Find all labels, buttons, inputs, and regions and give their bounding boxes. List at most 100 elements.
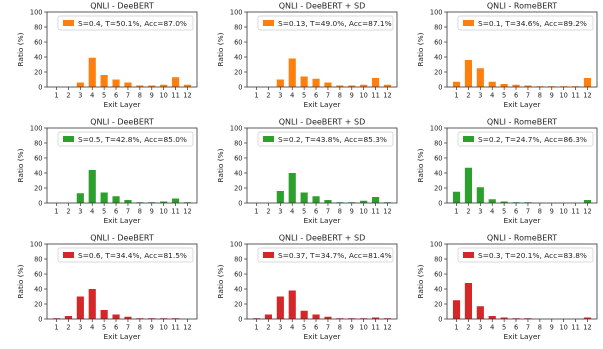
bar-10 [160, 201, 168, 203]
plot-frame [446, 243, 598, 320]
bar-4 [288, 58, 296, 87]
y-axis-label: Ratio (%) [216, 148, 225, 182]
y-tick-label: 0 [38, 315, 42, 323]
legend-box [57, 15, 194, 31]
y-tick-label: 20 [34, 300, 42, 308]
bar-6 [312, 314, 320, 319]
x-tick-label: 2 [66, 324, 70, 332]
x-tick-label: 11 [371, 324, 379, 332]
x-tick-label: 1 [54, 92, 58, 100]
bar-6 [312, 78, 320, 87]
x-tick-label: 3 [278, 324, 282, 332]
x-tick-label: 8 [138, 208, 142, 216]
y-tick-label: 20 [434, 184, 442, 192]
x-tick-label: 10 [159, 92, 167, 100]
x-tick-label: 11 [571, 324, 579, 332]
x-tick-label: 1 [454, 208, 458, 216]
y-tick-label: 80 [34, 23, 42, 31]
x-tick-label: 7 [126, 92, 130, 100]
x-tick-label: 1 [254, 208, 258, 216]
chart-title: QNLI - DeeBERT [90, 2, 154, 11]
x-tick-label: 12 [183, 324, 191, 332]
y-tick-label: 100 [430, 8, 443, 16]
x-tick-label: 8 [338, 208, 342, 216]
bar-5 [100, 192, 108, 203]
y-axis-label: Ratio (%) [16, 264, 25, 298]
bar-9 [348, 85, 356, 87]
x-tick-label: 10 [359, 92, 367, 100]
x-tick-label: 10 [559, 324, 567, 332]
y-tick-label: 100 [30, 240, 43, 248]
y-tick-label: 80 [34, 139, 42, 147]
y-tick-label: 40 [434, 285, 442, 293]
y-tick-label: 0 [238, 83, 242, 91]
x-tick-label: 11 [371, 92, 379, 100]
x-tick-label: 6 [114, 92, 118, 100]
bar-6 [512, 84, 520, 87]
y-axis-label: Ratio (%) [216, 32, 225, 66]
x-tick-label: 7 [526, 208, 530, 216]
x-tick-label: 11 [171, 208, 179, 216]
y-axis-label: Ratio (%) [416, 264, 425, 298]
legend-box [457, 131, 594, 147]
x-tick-label: 12 [383, 208, 391, 216]
legend-swatch [463, 136, 474, 142]
x-tick-label: 9 [350, 208, 354, 216]
bar-7 [324, 316, 332, 319]
x-tick-label: 1 [454, 92, 458, 100]
y-tick-label: 40 [434, 169, 442, 177]
x-tick-label: 5 [102, 208, 106, 216]
x-axis-label: Exit Layer [504, 332, 542, 341]
y-tick-label: 60 [434, 38, 442, 46]
bar-6 [312, 196, 320, 203]
x-tick-label: 3 [478, 92, 482, 100]
y-tick-label: 0 [38, 199, 42, 207]
x-tick-label: 5 [502, 324, 506, 332]
x-tick-label: 2 [66, 208, 70, 216]
chart-title: QNLI - RomeBERT [487, 234, 557, 243]
y-tick-label: 80 [34, 255, 42, 263]
y-tick-label: 40 [34, 53, 42, 61]
legend: S=0.2, T=43.8%, Acc=85.3% [257, 131, 394, 147]
legend: S=0.13, T=49.0%, Acc=87.1% [257, 15, 394, 31]
x-tick-label: 3 [278, 208, 282, 216]
y-tick-label: 0 [238, 199, 242, 207]
x-tick-label: 3 [78, 324, 82, 332]
y-tick-label: 100 [230, 8, 243, 16]
x-tick-label: 4 [90, 324, 94, 332]
bar-5 [100, 75, 108, 87]
x-tick-label: 2 [66, 92, 70, 100]
x-axis-label: Exit Layer [304, 216, 342, 225]
y-tick-label: 0 [438, 315, 442, 323]
bar-12 [183, 84, 192, 87]
bar-1 [452, 191, 461, 203]
x-axis-label: Exit Layer [304, 100, 342, 109]
bar-5 [300, 310, 308, 319]
x-tick-label: 10 [159, 324, 167, 332]
x-tick-label: 6 [114, 324, 118, 332]
x-tick-label: 10 [359, 208, 367, 216]
x-tick-label: 2 [266, 324, 270, 332]
y-tick-label: 80 [234, 23, 242, 31]
y-axis-label: Ratio (%) [416, 148, 425, 182]
x-axis-label: Exit Layer [104, 100, 142, 109]
legend-box [257, 247, 394, 263]
x-tick-label: 4 [90, 92, 94, 100]
bar-12 [583, 317, 592, 319]
x-tick-label: 12 [583, 208, 591, 216]
x-tick-label: 3 [78, 92, 82, 100]
x-tick-label: 1 [254, 324, 258, 332]
y-tick-label: 100 [30, 124, 43, 132]
y-tick-label: 0 [38, 83, 42, 91]
x-tick-label: 1 [254, 92, 258, 100]
chart-title: QNLI - DeeBERT + SD [279, 2, 366, 11]
y-tick-label: 20 [234, 68, 242, 76]
x-tick-label: 6 [514, 208, 518, 216]
y-axis-label: Ratio (%) [16, 148, 25, 182]
y-tick-label: 100 [430, 240, 443, 248]
bar-7 [124, 200, 132, 203]
